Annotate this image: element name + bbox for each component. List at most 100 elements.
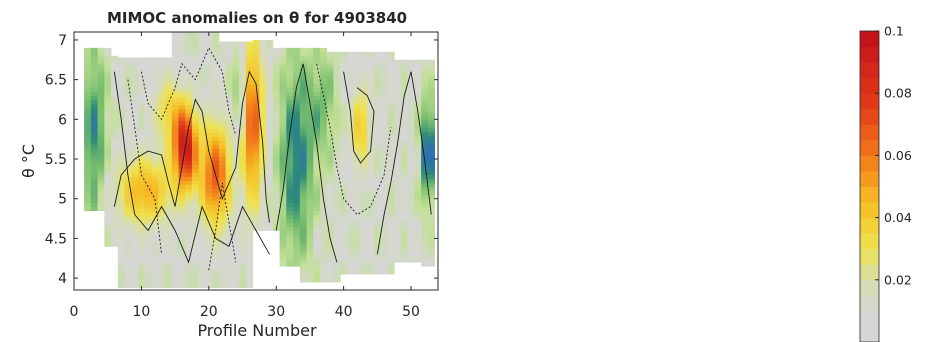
heatmap-cell bbox=[185, 168, 193, 173]
heatmap-cell bbox=[313, 178, 321, 184]
heatmap-cell bbox=[279, 210, 287, 215]
heatmap-cell bbox=[340, 166, 348, 172]
heatmap-cell bbox=[191, 192, 200, 197]
heatmap-cell bbox=[165, 61, 173, 66]
heatmap-cell bbox=[158, 77, 166, 82]
colorbar-tick-label: 0.1 bbox=[884, 24, 904, 39]
heatmap-cell bbox=[360, 111, 368, 116]
heatmap-cell bbox=[171, 120, 179, 126]
heatmap-cell bbox=[421, 155, 429, 160]
heatmap-cell bbox=[225, 97, 233, 102]
heatmap-cell bbox=[360, 139, 368, 144]
heatmap-cell bbox=[171, 164, 179, 169]
heatmap-cell bbox=[387, 83, 395, 88]
heatmap-cell bbox=[165, 109, 173, 114]
heatmap-cell bbox=[131, 228, 139, 233]
heatmap-cell bbox=[198, 208, 206, 213]
heatmap-cell bbox=[299, 147, 307, 152]
heatmap-cell bbox=[306, 274, 314, 279]
heatmap-cell bbox=[407, 234, 415, 239]
heatmap-cell bbox=[286, 250, 294, 255]
heatmap-cell bbox=[286, 178, 294, 184]
heatmap-cell bbox=[131, 144, 139, 150]
heatmap-cell bbox=[117, 112, 125, 118]
heatmap-cell bbox=[279, 55, 287, 61]
heatmap-cell bbox=[380, 270, 388, 275]
heatmap-cell bbox=[394, 238, 402, 243]
heatmap-cell bbox=[279, 115, 287, 120]
heatmap-cell bbox=[239, 220, 247, 225]
heatmap-cell bbox=[117, 124, 125, 130]
heatmap-cell bbox=[286, 206, 294, 212]
heatmap-cell bbox=[347, 159, 355, 164]
heatmap-cell bbox=[185, 120, 193, 126]
heatmap-cell bbox=[191, 172, 200, 177]
heatmap-cell bbox=[286, 210, 294, 215]
heatmap-cell bbox=[171, 73, 179, 78]
heatmap-cell bbox=[306, 75, 314, 81]
heatmap-cell bbox=[90, 83, 98, 88]
heatmap-cell bbox=[252, 127, 260, 132]
heatmap-cell bbox=[279, 234, 287, 239]
heatmap-cell bbox=[185, 148, 193, 154]
heatmap-cell bbox=[266, 151, 274, 156]
heatmap-cell bbox=[407, 87, 415, 92]
heatmap-cell bbox=[138, 97, 146, 102]
heatmap-cell bbox=[421, 107, 429, 112]
heatmap-cell bbox=[117, 148, 125, 154]
heatmap-cell bbox=[279, 147, 287, 152]
heatmap-cell bbox=[131, 132, 139, 138]
heatmap-cell bbox=[178, 239, 186, 245]
heatmap-cell bbox=[117, 228, 125, 233]
heatmap-cell bbox=[239, 109, 247, 114]
heatmap-cell bbox=[218, 73, 227, 78]
heatmap-cell bbox=[158, 120, 166, 126]
heatmap-cell bbox=[198, 120, 206, 126]
heatmap-cell bbox=[306, 190, 314, 196]
heatmap-cell bbox=[360, 170, 368, 176]
heatmap-cell bbox=[104, 123, 112, 128]
heatmap-cell bbox=[117, 283, 125, 289]
heatmap-cell bbox=[117, 69, 125, 74]
heatmap-cell bbox=[326, 246, 334, 251]
heatmap-cell bbox=[279, 202, 287, 208]
heatmap-cell bbox=[245, 49, 254, 54]
heatmap-cell bbox=[360, 254, 368, 259]
heatmap-cell bbox=[360, 115, 368, 120]
heatmap-cell bbox=[185, 73, 193, 78]
heatmap-cell bbox=[239, 128, 247, 134]
heatmap-cell bbox=[158, 160, 166, 165]
heatmap-cell bbox=[171, 132, 179, 138]
heatmap-cell bbox=[293, 63, 301, 69]
heatmap-cell bbox=[427, 155, 436, 160]
heatmap-cell bbox=[347, 67, 355, 73]
heatmap-cell bbox=[212, 77, 220, 82]
heatmap-cell bbox=[407, 206, 415, 212]
heatmap-cell bbox=[367, 99, 375, 104]
heatmap-cell bbox=[198, 224, 206, 229]
heatmap-cell bbox=[421, 250, 429, 255]
heatmap-cell bbox=[340, 258, 348, 263]
heatmap-cell bbox=[185, 232, 193, 237]
heatmap-cell bbox=[373, 107, 382, 112]
heatmap-cell bbox=[117, 188, 125, 193]
heatmap-cell bbox=[360, 238, 368, 243]
heatmap-cell bbox=[286, 123, 294, 128]
heatmap-cell bbox=[333, 182, 341, 188]
heatmap-cell bbox=[232, 85, 240, 90]
heatmap-cell bbox=[414, 91, 422, 96]
heatmap-cell bbox=[299, 226, 307, 231]
heatmap-cell bbox=[380, 99, 388, 104]
heatmap-cell bbox=[387, 166, 395, 172]
heatmap-cell bbox=[266, 103, 274, 108]
heatmap-cell bbox=[293, 119, 301, 124]
heatmap-cell bbox=[266, 127, 274, 132]
heatmap-cell bbox=[272, 83, 280, 88]
heatmap-cell bbox=[84, 162, 92, 168]
heatmap-cell bbox=[299, 186, 307, 192]
heatmap-cell bbox=[313, 79, 321, 84]
heatmap-cell bbox=[97, 178, 105, 184]
heatmap-cell bbox=[347, 258, 355, 263]
heatmap-cell bbox=[427, 250, 436, 255]
heatmap-cell bbox=[198, 33, 206, 38]
